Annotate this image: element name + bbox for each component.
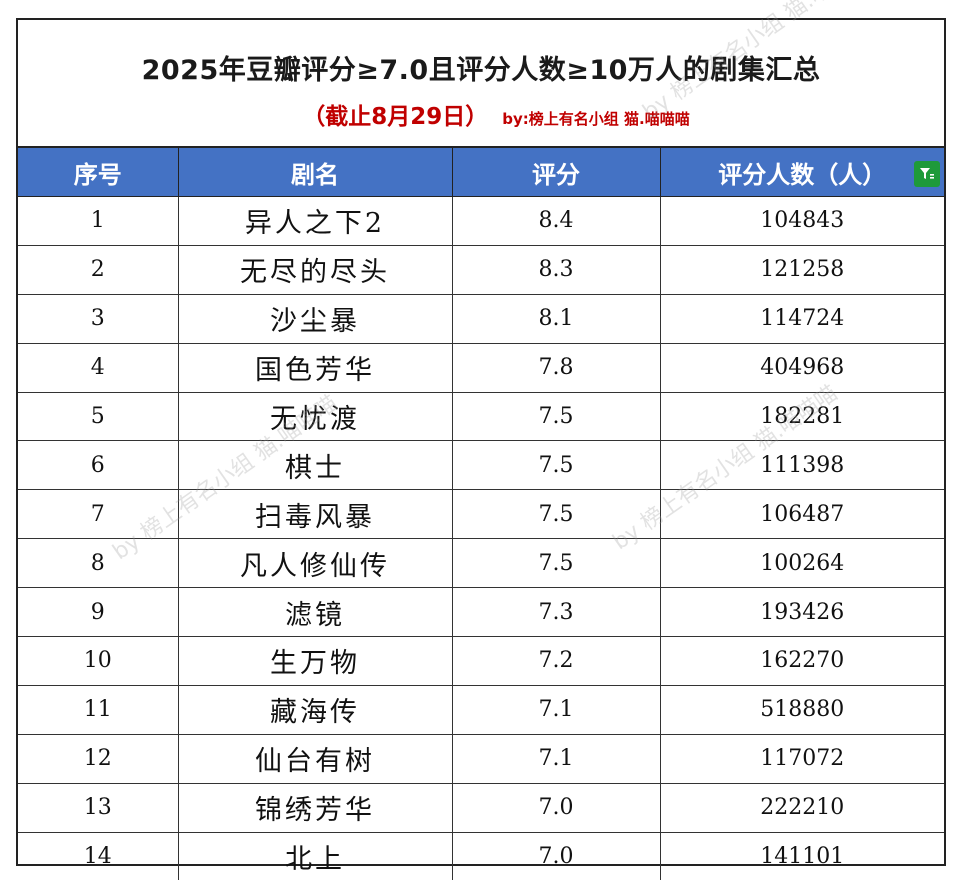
table-row: 11 藏海传 7.1 518880 xyxy=(18,685,944,735)
row-index: 8 xyxy=(18,538,179,589)
rater-count: 193426 xyxy=(660,587,944,638)
rater-count: 114724 xyxy=(660,294,944,344)
score: 7.0 xyxy=(452,783,661,833)
row-index: 3 xyxy=(18,294,179,344)
row-index: 6 xyxy=(18,440,179,491)
row-index: 9 xyxy=(18,587,179,638)
table-row: 10 生万物 7.2 162270 xyxy=(18,636,944,686)
rater-count: 100264 xyxy=(660,538,944,589)
score: 8.3 xyxy=(452,245,661,295)
table-row: 4 国色芳华 7.8 404968 xyxy=(18,343,944,393)
drama-title: 无忧渡 xyxy=(178,392,453,442)
row-index: 11 xyxy=(18,685,179,735)
row-index: 13 xyxy=(18,783,179,833)
rater-count: 104843 xyxy=(660,196,944,246)
rater-count: 222210 xyxy=(660,783,944,833)
table-row: 2 无尽的尽头 8.3 121258 xyxy=(18,245,944,295)
row-index: 5 xyxy=(18,392,179,442)
score: 7.5 xyxy=(452,392,661,442)
row-index: 12 xyxy=(18,734,179,784)
table-row: 1 异人之下2 8.4 104843 xyxy=(18,196,944,246)
score: 7.5 xyxy=(452,440,661,491)
column-header-title: 剧名 xyxy=(178,148,453,197)
table-row: 7 扫毒风暴 7.5 106487 xyxy=(18,489,944,540)
rater-count: 121258 xyxy=(660,245,944,295)
score: 8.1 xyxy=(452,294,661,344)
score: 7.3 xyxy=(452,587,661,638)
table-row: 9 滤镜 7.3 193426 xyxy=(18,587,944,638)
summary-sheet: 2025年豆瓣评分≥7.0且评分人数≥10万人的剧集汇总 （截止8月29日） b… xyxy=(16,18,946,881)
row-index: 1 xyxy=(18,196,179,246)
row-index: 14 xyxy=(18,832,179,881)
table-row: 5 无忧渡 7.5 182281 xyxy=(18,392,944,442)
drama-title: 无尽的尽头 xyxy=(178,245,453,295)
table-row: 6 棋士 7.5 111398 xyxy=(18,440,944,491)
score: 7.8 xyxy=(452,343,661,393)
table-row: 12 仙台有树 7.1 117072 xyxy=(18,734,944,784)
rater-count: 404968 xyxy=(660,343,944,393)
date-subtitle: （截止8月29日） xyxy=(302,104,489,130)
score: 7.2 xyxy=(452,636,661,686)
drama-title: 沙尘暴 xyxy=(178,294,453,344)
row-index: 7 xyxy=(18,489,179,540)
row-index: 4 xyxy=(18,343,179,393)
row-index: 2 xyxy=(18,245,179,295)
rater-count: 106487 xyxy=(660,489,944,540)
score: 7.0 xyxy=(452,832,661,881)
table-row: 3 沙尘暴 8.1 114724 xyxy=(18,294,944,344)
title-block: 2025年豆瓣评分≥7.0且评分人数≥10万人的剧集汇总 （截止8月29日） b… xyxy=(18,20,944,148)
author-credit: by:榜上有名小组 猫.喵喵喵 xyxy=(502,110,690,128)
rater-count: 141101 xyxy=(760,844,845,870)
drama-title: 锦绣芳华 xyxy=(178,783,453,833)
score: 7.5 xyxy=(452,538,661,589)
table-row: 14 北上 7.0 141101 xyxy=(18,832,944,881)
drama-title: 棋士 xyxy=(178,440,453,491)
drama-title: 生万物 xyxy=(178,636,453,686)
rater-count: 111398 xyxy=(660,440,944,491)
drama-table: 序号 剧名 评分 评分人数（人） 1 异人之下2 8.4 104843 2 无尽的尽头 8.… xyxy=(18,148,944,881)
drama-title: 国色芳华 xyxy=(178,343,453,393)
drama-title: 北上 xyxy=(178,832,453,881)
table-header-row: 序号 剧名 评分 评分人数（人） xyxy=(18,148,944,197)
rater-count: 182281 xyxy=(660,392,944,442)
drama-title: 异人之下2 xyxy=(178,196,453,246)
drama-title: 仙台有树 xyxy=(178,734,453,784)
score: 8.4 xyxy=(452,196,661,246)
column-header-score: 评分 xyxy=(452,148,661,197)
table-row: 13 锦绣芳华 7.0 222210 xyxy=(18,783,944,833)
page-title: 2025年豆瓣评分≥7.0且评分人数≥10万人的剧集汇总 xyxy=(141,55,821,86)
filter-icon[interactable] xyxy=(914,161,940,187)
score: 7.5 xyxy=(452,489,661,540)
column-header-raters-label: 评分人数（人） xyxy=(718,160,887,189)
score: 7.1 xyxy=(452,734,661,784)
rater-count: 162270 xyxy=(660,636,944,686)
drama-title: 藏海传 xyxy=(178,685,453,735)
drama-title: 滤镜 xyxy=(178,587,453,638)
table-body: 1 异人之下2 8.4 104843 2 无尽的尽头 8.3 121258 3 沙尘暴 8.1 114… xyxy=(18,196,944,881)
subtitle-line: （截止8月29日） by:榜上有名小组 猫.喵喵喵 xyxy=(18,97,944,131)
column-header-index: 序号 xyxy=(18,148,179,197)
drama-title: 扫毒风暴 xyxy=(178,489,453,540)
score: 7.1 xyxy=(452,685,661,735)
rater-count: 518880 xyxy=(660,685,944,735)
row-index: 10 xyxy=(18,636,179,686)
table-row: 8 凡人修仙传 7.5 100264 xyxy=(18,538,944,589)
column-header-raters: 评分人数（人） xyxy=(660,148,944,197)
drama-title: 凡人修仙传 xyxy=(178,538,453,589)
rater-count: 117072 xyxy=(660,734,944,784)
